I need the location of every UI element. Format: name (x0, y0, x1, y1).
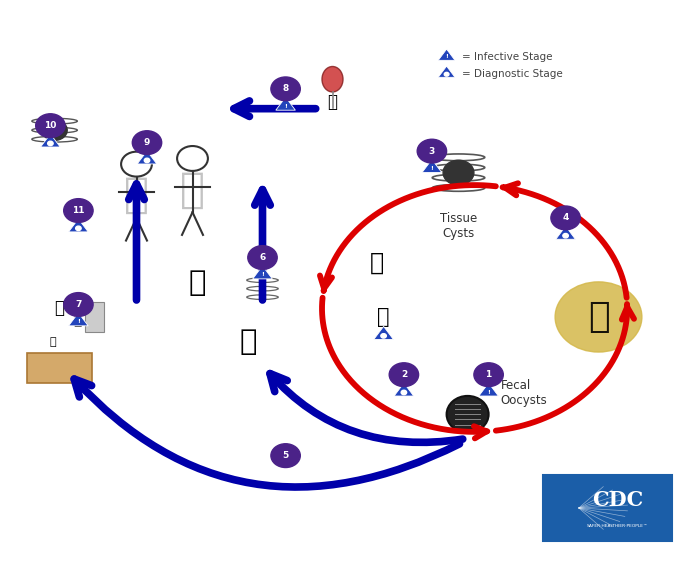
Text: CDC: CDC (592, 490, 643, 510)
Text: 🐀: 🐀 (377, 307, 390, 327)
Text: !: ! (445, 54, 448, 59)
Ellipse shape (322, 67, 343, 92)
Polygon shape (422, 160, 442, 173)
Circle shape (48, 141, 53, 145)
Circle shape (76, 226, 81, 230)
Polygon shape (69, 313, 88, 326)
Circle shape (444, 72, 449, 76)
Text: !: ! (284, 104, 287, 109)
Circle shape (474, 363, 503, 387)
Polygon shape (479, 383, 498, 396)
Text: Fecal
Oocysts: Fecal Oocysts (500, 379, 547, 408)
Polygon shape (438, 66, 455, 78)
Text: !: ! (261, 272, 264, 277)
Text: 3: 3 (429, 147, 435, 156)
Text: 11: 11 (72, 206, 85, 215)
Text: 7: 7 (75, 300, 82, 309)
Circle shape (271, 77, 300, 101)
Circle shape (563, 233, 568, 238)
Text: 🍐: 🍐 (73, 313, 81, 327)
Text: !: ! (487, 389, 490, 395)
Text: Tissue
Cysts: Tissue Cysts (440, 212, 477, 240)
Circle shape (248, 246, 277, 269)
FancyBboxPatch shape (27, 353, 92, 383)
Text: 🐑: 🐑 (188, 269, 206, 297)
Text: !: ! (77, 319, 80, 324)
Text: 🧍: 🧍 (124, 174, 149, 216)
Circle shape (64, 199, 93, 222)
Text: 6: 6 (260, 253, 265, 262)
Polygon shape (394, 383, 414, 396)
Circle shape (271, 444, 300, 468)
Text: 🦅: 🦅 (370, 251, 384, 275)
Circle shape (389, 363, 419, 387)
Polygon shape (253, 266, 272, 279)
Text: 🧂: 🧂 (49, 337, 56, 348)
Circle shape (443, 160, 474, 185)
Text: 10: 10 (44, 121, 57, 130)
Polygon shape (276, 97, 295, 110)
Text: 🐷: 🐷 (239, 328, 258, 357)
Text: !: ! (430, 166, 433, 171)
Polygon shape (438, 49, 455, 61)
FancyBboxPatch shape (85, 302, 104, 332)
Text: 8: 8 (283, 84, 288, 93)
Text: 2: 2 (401, 370, 407, 379)
FancyBboxPatch shape (542, 475, 672, 541)
Text: SAFER·HEALTHIER·PEOPLE™: SAFER·HEALTHIER·PEOPLE™ (587, 524, 648, 528)
Circle shape (42, 120, 67, 140)
Circle shape (144, 158, 150, 162)
Circle shape (551, 206, 580, 230)
Circle shape (417, 139, 447, 163)
Text: = Infective Stage: = Infective Stage (462, 52, 552, 62)
Polygon shape (556, 226, 575, 239)
Circle shape (132, 131, 162, 155)
Polygon shape (41, 134, 60, 147)
Polygon shape (374, 327, 393, 340)
Text: 🐈: 🐈 (588, 300, 609, 334)
Circle shape (36, 114, 65, 138)
Text: 🧍: 🧍 (180, 169, 205, 211)
Polygon shape (137, 151, 157, 164)
Circle shape (555, 282, 642, 352)
Circle shape (401, 390, 407, 395)
Text: = Diagnostic Stage: = Diagnostic Stage (462, 68, 563, 79)
Text: 🍓: 🍓 (55, 299, 64, 318)
Ellipse shape (447, 396, 489, 432)
Circle shape (381, 333, 386, 338)
Text: 5: 5 (283, 451, 288, 460)
Circle shape (64, 293, 93, 316)
Text: 9: 9 (144, 138, 150, 147)
Text: 1: 1 (486, 370, 491, 379)
Text: 4: 4 (562, 213, 569, 222)
Polygon shape (69, 219, 88, 232)
Text: 🩸: 🩸 (328, 93, 337, 111)
